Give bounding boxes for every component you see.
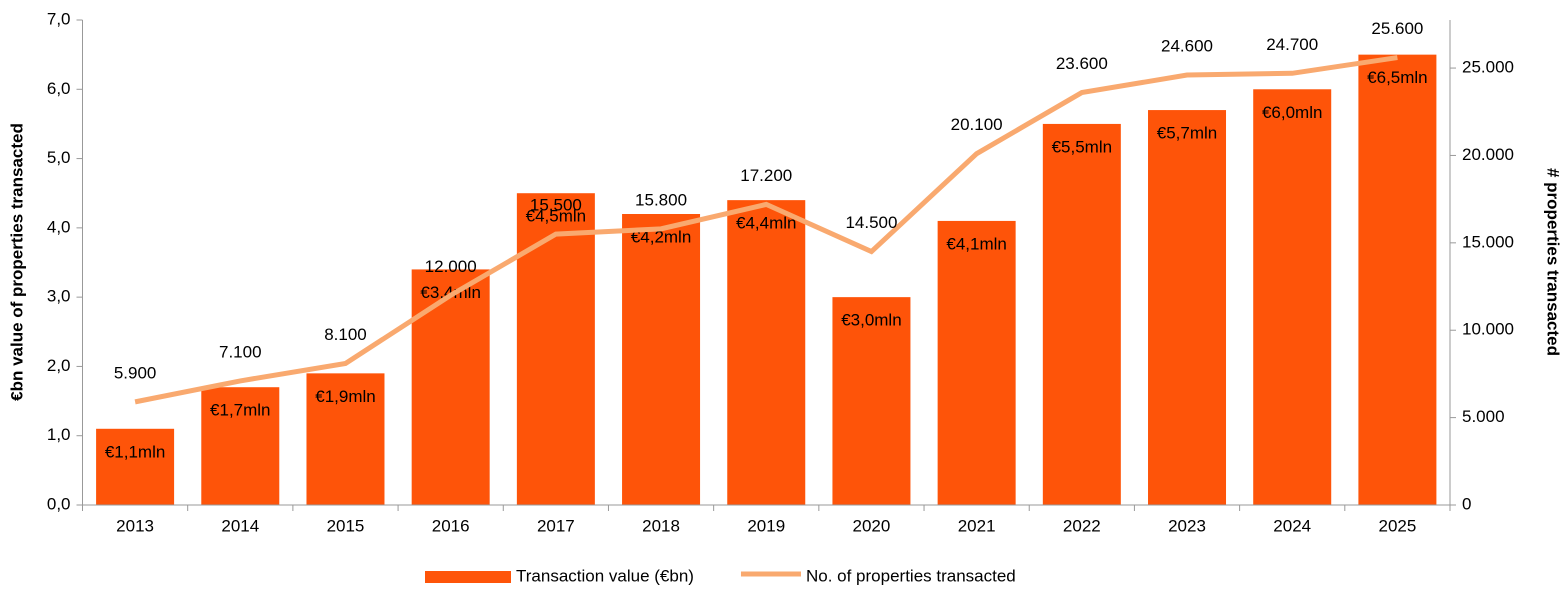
line-value-label: 20.100 [951,115,1003,134]
y-tick-label: 5,0 [47,148,71,167]
line [134,55,1398,405]
y2-tick-label: 20.000 [1462,145,1514,164]
bar-value-label: €4,5mln [526,207,586,226]
y2-tick-label: 25.000 [1462,58,1514,77]
line-value-label: 24.600 [1161,37,1213,56]
bar [1358,54,1437,506]
line-value-label: 17.200 [740,166,792,185]
bar [622,214,701,505]
bar-value-label: €4,2mln [631,227,691,246]
line-value-label: 5.900 [114,363,157,382]
y-tick-label: 1,0 [47,425,71,444]
x-tick-label: 2014 [221,516,259,535]
bar-value-label: €3,0mln [841,311,901,330]
line-value-label: 24.700 [1266,35,1318,54]
x-tick-label: 2015 [327,516,365,535]
bar [832,297,911,505]
bar-value-label: €1,1mln [105,442,165,461]
y2-tick-label: 15.000 [1462,232,1514,251]
y-axis-title: €bn value of properties transacted [7,123,26,401]
x-tick-label: 2019 [747,516,785,535]
bar-value-label: €1,9mln [315,387,375,406]
bar [727,200,806,505]
x-tick-label: 2018 [642,516,680,535]
legend-label: Transaction value (€bn) [516,566,694,585]
bar [96,428,175,505]
y-tick-label: 6,0 [47,79,71,98]
y2-tick-label: 0 [1462,494,1471,513]
bar [411,269,490,505]
legend-label: No. of properties transacted [806,566,1016,585]
x-tick-label: 2016 [432,516,470,535]
y2-tick-label: 10.000 [1462,320,1514,339]
bar-value-label: €4,1mln [946,234,1006,253]
bar-value-label: €5,7mln [1157,124,1217,143]
x-tick-label: 2023 [1168,516,1206,535]
bar [1042,123,1121,505]
bar-value-label: €4,4mln [736,214,796,233]
bar [201,387,280,505]
bar-value-label: €1,7mln [210,401,270,420]
y-tick-label: 3,0 [47,287,71,306]
x-tick-label: 2024 [1273,516,1311,535]
x-tick-label: 2013 [116,516,154,535]
bar [1148,110,1227,506]
bar-value-label: €6,0mln [1262,103,1322,122]
x-tick-label: 2025 [1378,516,1416,535]
y-tick-label: 0,0 [47,494,71,513]
bar [516,193,595,505]
y-tick-label: 7,0 [47,9,71,28]
line-value-label: 23.600 [1056,54,1108,73]
bar [1253,89,1332,506]
line-value-label: 15.500 [530,196,582,215]
x-tick-label: 2017 [537,516,575,535]
line-value-label: 25.600 [1371,19,1423,38]
bar [306,373,385,505]
bar [937,220,1016,505]
x-tick-label: 2022 [1063,516,1101,535]
line-value-label: 8.100 [324,325,367,344]
y-tick-label: 2,0 [47,356,71,375]
x-tick-label: 2020 [853,516,891,535]
y2-axis-title: # properties transacted [1544,168,1563,356]
y-tick-label: 4,0 [47,217,71,236]
y2-tick-label: 5.000 [1462,407,1505,426]
bar-value-label: €5,5mln [1052,137,1112,156]
legend-swatch [425,571,511,583]
x-tick-label: 2021 [958,516,996,535]
line-value-label: 15.800 [635,190,687,209]
line-value-label: 7.100 [219,342,262,361]
bar-value-label: €6,5mln [1367,68,1427,87]
line-value-label: 12.000 [425,257,477,276]
line-value-label: 14.500 [845,213,897,232]
